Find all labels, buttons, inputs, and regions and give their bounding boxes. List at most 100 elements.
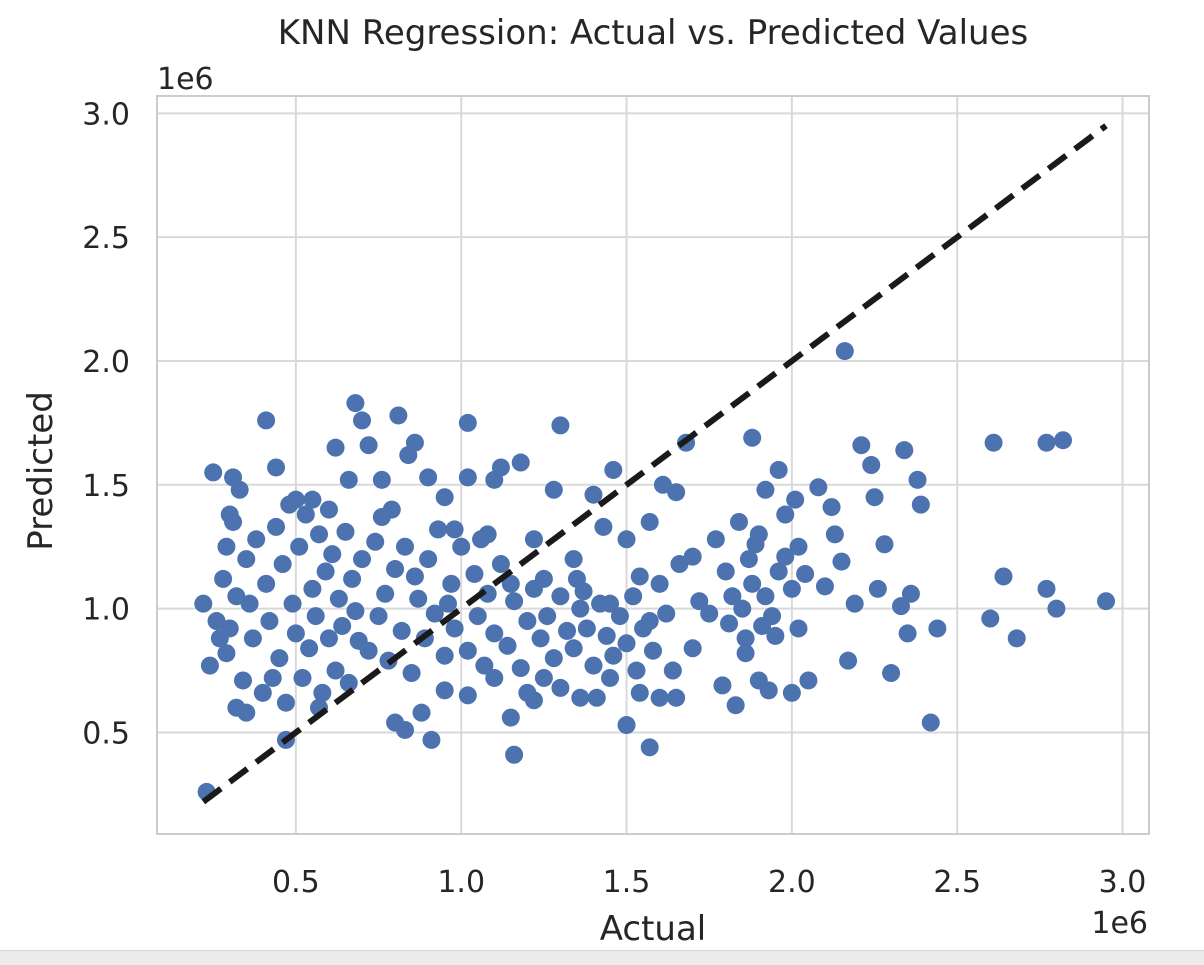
data-point <box>303 579 322 598</box>
data-point <box>326 661 345 680</box>
data-point <box>263 668 282 687</box>
data-point <box>551 678 570 697</box>
data-point <box>214 569 233 588</box>
data-point <box>511 453 530 472</box>
data-point <box>782 683 801 702</box>
data-point <box>921 713 940 732</box>
data-point <box>839 651 858 670</box>
y-tick-label: 0.5 <box>82 716 130 751</box>
data-point <box>749 525 768 544</box>
data-point <box>901 584 920 603</box>
data-point <box>1007 629 1026 648</box>
data-point <box>518 612 537 631</box>
data-point <box>558 621 577 640</box>
data-point <box>577 619 596 638</box>
data-point <box>1054 431 1073 450</box>
data-point <box>435 681 454 700</box>
data-point <box>1037 433 1056 452</box>
data-point <box>475 656 494 675</box>
data-point <box>571 599 590 618</box>
data-point <box>663 661 682 680</box>
data-point <box>729 512 748 531</box>
data-point <box>339 673 358 692</box>
data-point <box>756 587 775 606</box>
data-point <box>260 612 279 631</box>
data-point <box>468 607 487 626</box>
data-point <box>396 537 414 556</box>
data-point <box>736 629 755 648</box>
data-point <box>392 621 411 640</box>
data-point <box>310 525 329 544</box>
data-point <box>316 562 335 581</box>
data-point <box>237 703 256 722</box>
data-point <box>822 498 841 517</box>
data-point <box>1037 579 1056 598</box>
data-point <box>491 555 510 574</box>
data-point <box>604 646 623 665</box>
data-point <box>227 587 246 606</box>
data-point <box>290 537 309 556</box>
data-point <box>458 641 477 660</box>
data-point <box>445 619 464 638</box>
data-point <box>194 594 213 613</box>
bottom-scrollbar-track <box>0 950 1204 965</box>
data-point <box>786 490 805 509</box>
data-point <box>366 532 385 551</box>
data-point <box>458 413 477 432</box>
data-point <box>346 394 365 413</box>
data-point <box>419 468 438 487</box>
data-point <box>892 597 910 616</box>
data-point <box>233 671 252 690</box>
data-point <box>207 612 226 631</box>
data-point <box>610 607 629 626</box>
y-axis-label: Predicted <box>21 391 61 551</box>
data-point <box>538 607 557 626</box>
data-point <box>875 535 894 554</box>
data-point <box>376 584 395 603</box>
data-point <box>726 696 745 715</box>
data-point <box>458 686 477 705</box>
chart-title: KNN Regression: Actual vs. Predicted Val… <box>278 13 1028 53</box>
data-point <box>501 708 520 727</box>
data-point <box>224 512 243 531</box>
data-point <box>405 567 424 586</box>
data-point <box>594 517 613 536</box>
data-point <box>491 458 510 477</box>
data-point <box>524 691 543 710</box>
data-point <box>326 438 345 457</box>
data-point <box>323 545 342 564</box>
data-point <box>319 500 338 519</box>
data-point <box>706 530 725 549</box>
data-point <box>240 594 259 613</box>
data-point <box>984 433 1003 452</box>
y-tick-label: 1.0 <box>82 593 130 628</box>
data-point <box>359 436 378 455</box>
data-point <box>270 649 289 668</box>
data-points <box>194 342 1116 801</box>
plot-frame <box>156 95 1150 835</box>
data-point <box>551 587 570 606</box>
data-point <box>396 720 414 739</box>
data-point <box>716 562 735 581</box>
data-point <box>743 574 762 593</box>
data-point <box>505 745 524 764</box>
data-point <box>329 589 348 608</box>
data-point <box>551 416 570 435</box>
data-point <box>825 525 844 544</box>
data-point <box>273 555 292 574</box>
data-point <box>349 631 368 650</box>
data-point <box>438 594 457 613</box>
data-point <box>759 681 778 700</box>
data-point <box>604 460 623 479</box>
data-point <box>286 624 305 643</box>
data-point <box>683 639 702 658</box>
data-point <box>425 604 444 623</box>
data-point <box>584 656 603 675</box>
data-point <box>683 547 702 566</box>
data-point <box>485 668 504 687</box>
y-tick-label: 1.5 <box>82 469 130 504</box>
x-tick-label: 2.0 <box>768 865 816 900</box>
data-point <box>630 683 649 702</box>
data-point <box>402 664 421 683</box>
y-tick-label: 3.0 <box>82 97 130 132</box>
